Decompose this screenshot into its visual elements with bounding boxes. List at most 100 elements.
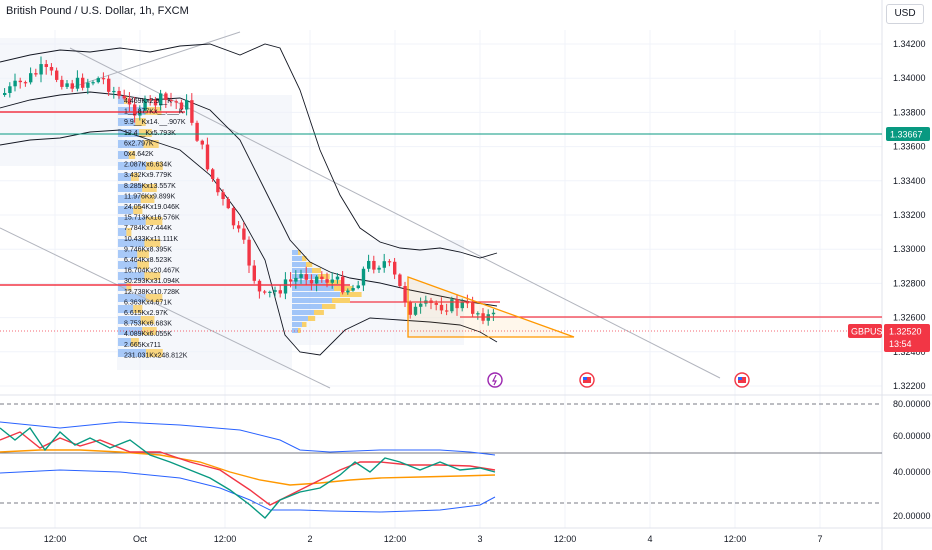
candle — [34, 73, 38, 75]
volume-bar — [292, 280, 326, 285]
oscillator-pane[interactable] — [0, 403, 882, 519]
bar-countdown: 13:54 — [889, 339, 912, 349]
volume-profile-label: 6x2.797K — [124, 140, 154, 147]
trend-line[interactable] — [69, 47, 721, 379]
volume-bar — [139, 129, 152, 137]
price-tick-label: 1.33600 — [893, 142, 926, 152]
candle — [403, 286, 407, 303]
candle — [49, 66, 54, 71]
us-flag-icon[interactable] — [579, 372, 595, 388]
economic-events[interactable] — [487, 372, 750, 388]
volume-profile-label: 24.054Kx19.046K — [124, 204, 180, 211]
candle — [3, 92, 7, 95]
volume-bar — [124, 96, 128, 104]
currency-button[interactable]: USD — [886, 4, 924, 24]
candle — [174, 101, 178, 103]
price-tick-label: 1.34000 — [893, 73, 926, 83]
volume-bar — [128, 151, 136, 159]
volume-bar — [126, 228, 132, 236]
candle — [216, 178, 220, 193]
volume-bar — [318, 274, 330, 279]
candle — [242, 228, 246, 240]
volume-bar — [292, 316, 308, 321]
volume-bar — [142, 184, 157, 192]
volume-bar — [298, 250, 301, 255]
volume-bar — [118, 96, 124, 104]
candle — [164, 93, 168, 101]
volume-bar — [137, 250, 149, 258]
time-tick-label: 12:00 — [384, 534, 407, 544]
flag-canton — [738, 377, 742, 380]
candle — [190, 100, 194, 123]
candle — [335, 276, 340, 280]
candle — [309, 279, 314, 284]
candlesticks — [3, 56, 496, 326]
candle — [491, 312, 496, 315]
volume-profile-label: 16.704Kx20.467K — [124, 268, 180, 275]
volume-profile-label: 6.615Kx2.97K — [124, 310, 168, 317]
time-axis[interactable]: 12:00 Oct 12:00 2 12:00 3 12:00 4 12:00 7 — [44, 534, 823, 544]
symbol-tag[interactable] — [848, 324, 882, 338]
candle — [465, 302, 470, 304]
volume-bar — [292, 250, 298, 255]
symbol-title[interactable]: British Pound / U.S. Dollar, 1h, FXCM — [6, 5, 189, 17]
triangle-pattern[interactable] — [407, 276, 575, 338]
candle — [247, 239, 251, 266]
candle — [361, 268, 366, 286]
candle — [75, 77, 80, 89]
volume-profile-label: 12.738Kx10.728K — [124, 289, 180, 296]
candle — [434, 303, 438, 305]
volume-bar — [118, 239, 145, 247]
candle — [148, 98, 152, 101]
time-tick-label: Oct — [133, 534, 148, 544]
candle — [455, 299, 459, 309]
time-tick-label: 12:00 — [44, 534, 67, 544]
volume-bar — [126, 283, 132, 291]
price-axis[interactable]: 1.34200 1.34000 1.33800 1.33600 1.33400 1.332… — [848, 39, 931, 521]
flag-canton — [583, 377, 587, 380]
drawings[interactable] — [0, 111, 882, 338]
candle — [382, 261, 386, 268]
candle — [351, 288, 355, 291]
time-tick-label: 2 — [307, 534, 312, 544]
volume-bar — [131, 338, 139, 346]
volume-bar — [118, 327, 143, 335]
candle — [450, 299, 454, 312]
candle — [195, 122, 199, 141]
volume-bar — [145, 349, 163, 357]
volume-bar — [135, 118, 146, 126]
trend-line[interactable] — [0, 227, 331, 389]
volume-profile-label: 4.469Kx2.9__K — [124, 98, 172, 105]
volume-profile-label: 11.976Kx9.899K — [124, 193, 176, 200]
oscillator-ma — [0, 449, 496, 486]
candle — [377, 267, 381, 270]
volume-bar — [118, 217, 146, 225]
volume-profile-label: 8.753Kx6.683K — [124, 321, 172, 328]
volume-bar — [322, 304, 336, 309]
candle — [13, 80, 17, 87]
volume-bar — [292, 298, 332, 303]
candle — [153, 99, 158, 106]
bollinger-bands — [0, 43, 498, 356]
price-tick-label: 1.32200 — [893, 381, 926, 391]
candle — [81, 77, 85, 88]
price-tick-label: 1.33400 — [893, 176, 926, 186]
volume-bar — [298, 328, 301, 333]
candle — [231, 208, 236, 226]
us-flag-icon[interactable] — [734, 372, 750, 388]
volume-profile-label: 12.4__Kx5.793K — [124, 130, 176, 137]
last-price-tag — [884, 324, 930, 352]
volume-profile-label: 8.285Kx13.557K — [124, 183, 176, 190]
volume-bar — [118, 184, 143, 192]
volume-bar — [292, 310, 314, 315]
candle — [44, 64, 48, 67]
volume-bar — [131, 173, 139, 181]
candle — [299, 274, 303, 278]
candle — [252, 265, 256, 281]
candle — [185, 100, 189, 110]
volume-bar — [332, 298, 350, 303]
volume-bar — [133, 206, 143, 214]
lightning-icon[interactable] — [487, 372, 503, 388]
candle — [101, 78, 106, 80]
